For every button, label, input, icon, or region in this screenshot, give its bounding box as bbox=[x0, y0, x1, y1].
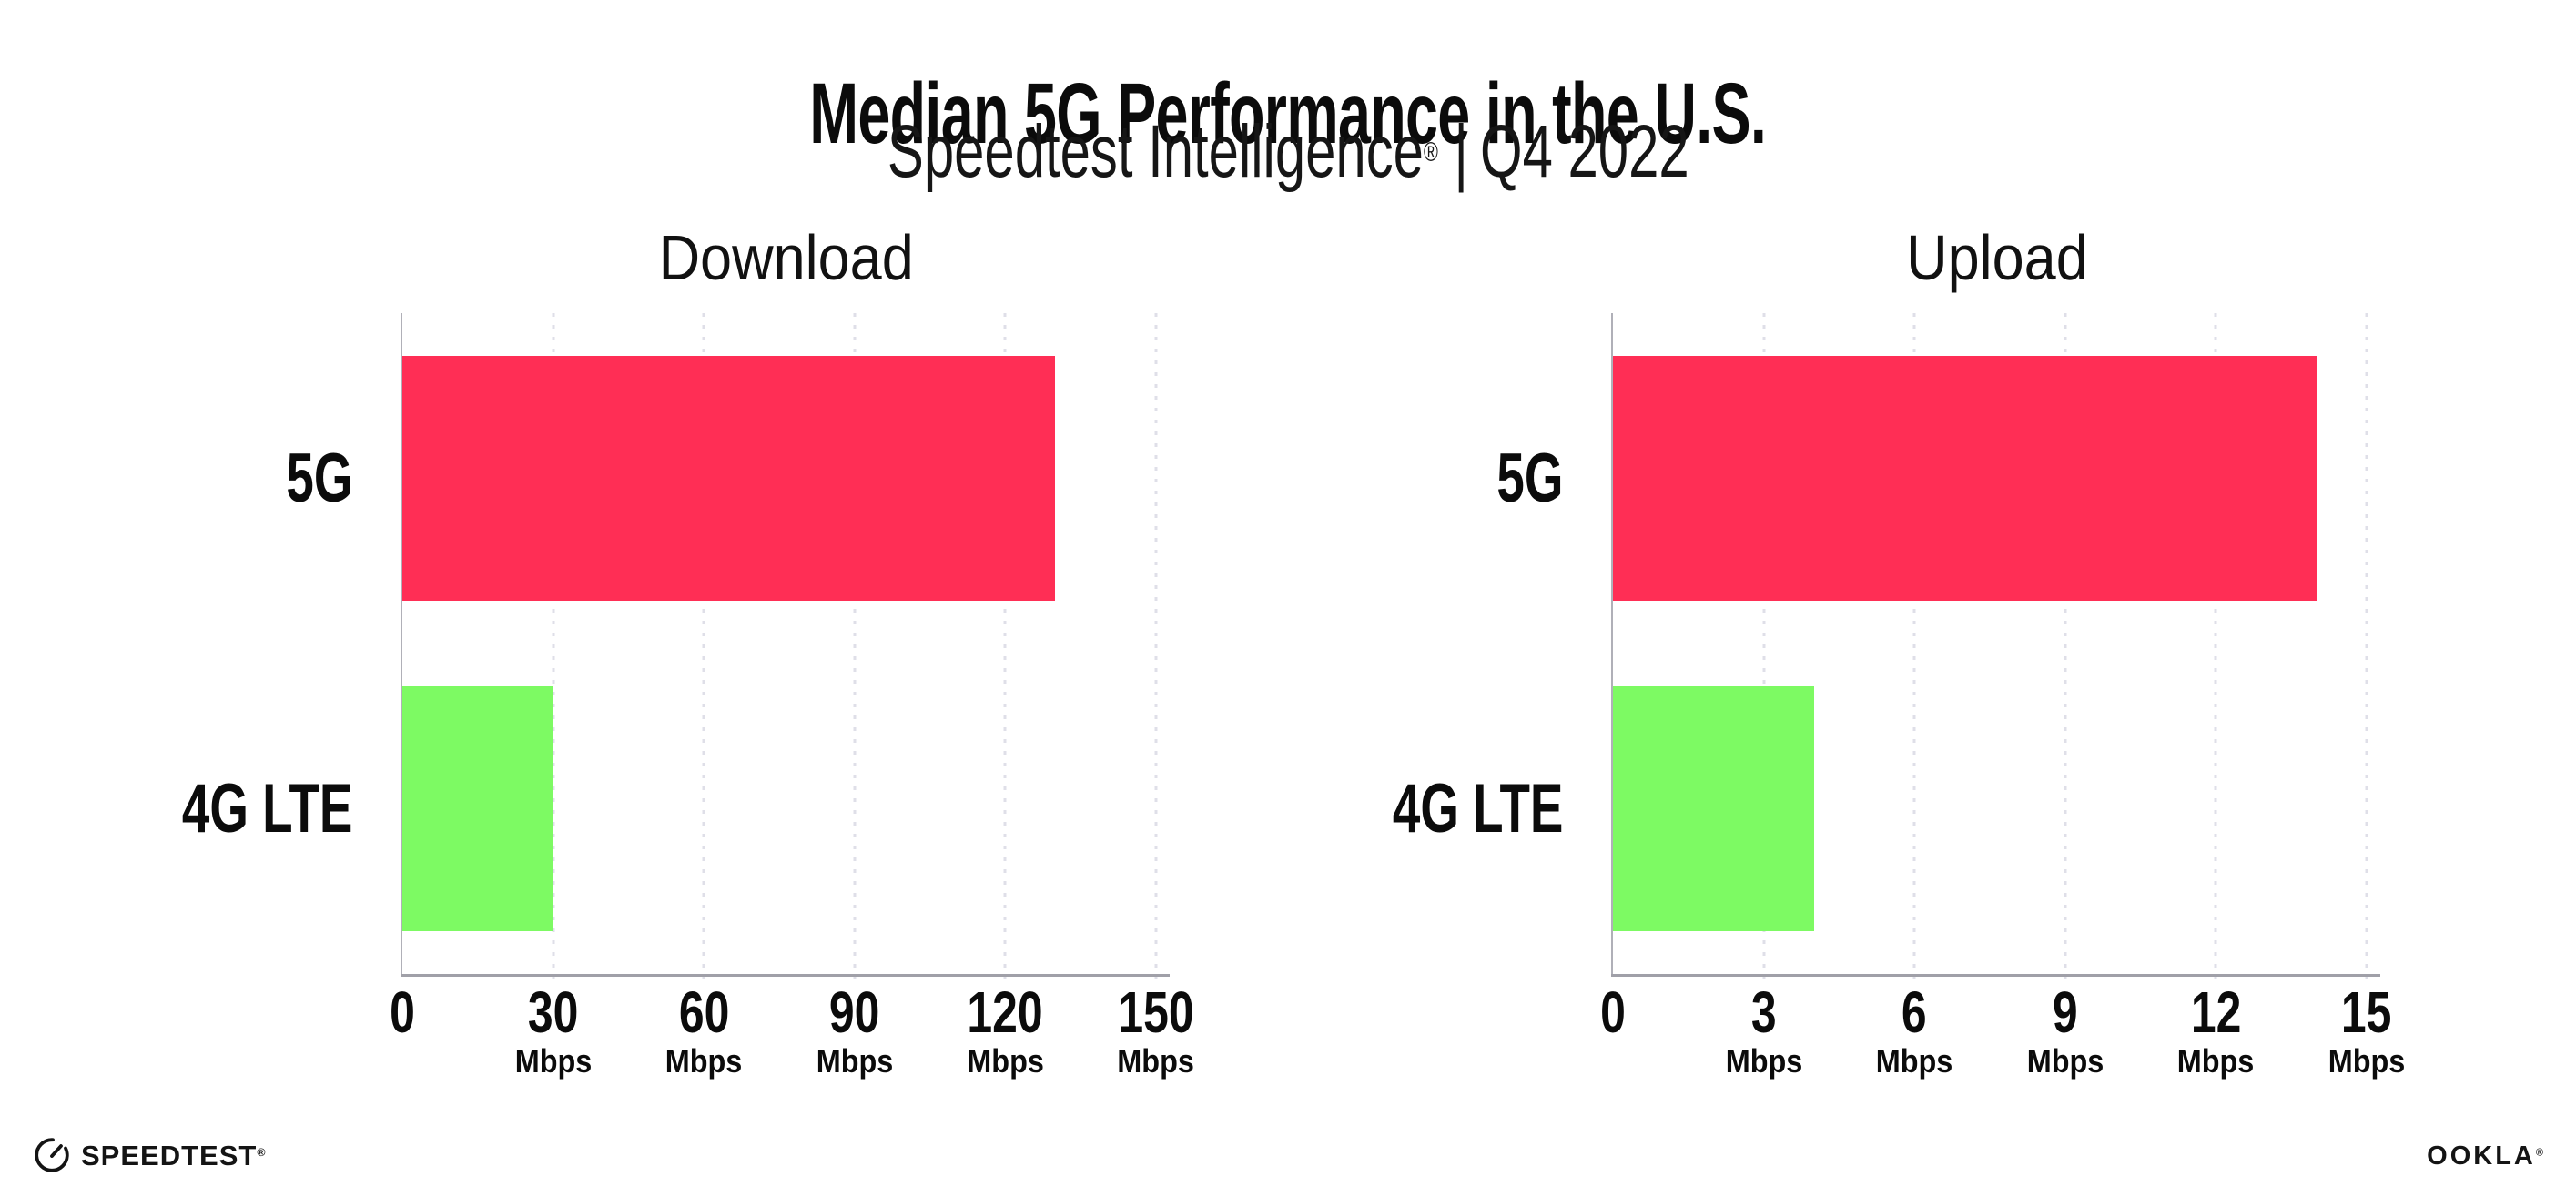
page-title-text: Median 5G Performance in the U.S. bbox=[809, 65, 1768, 162]
bar-4g-lte-upload bbox=[1613, 686, 1814, 931]
gridline-30 bbox=[552, 313, 555, 984]
page-title: Median 5G Performance in the U.S. bbox=[0, 65, 2576, 162]
gridline-9 bbox=[2064, 313, 2067, 984]
x-tick-6: 6 Mbps bbox=[1871, 979, 1957, 1080]
x-tick-15: 15 Mbps bbox=[2324, 979, 2409, 1080]
x-tick-value-6: 6 bbox=[1902, 979, 1928, 1045]
bar-5g-upload bbox=[1613, 356, 2317, 601]
x-tick-90: 90 Mbps bbox=[812, 979, 898, 1080]
x-tick-value-0: 0 bbox=[390, 979, 415, 1045]
x-tick-9: 9 Mbps bbox=[2023, 979, 2108, 1080]
x-tick-unit-120: Mbps bbox=[966, 1041, 1044, 1080]
gridline-15 bbox=[2365, 313, 2368, 984]
ookla-logo: OOKLA® bbox=[2427, 1143, 2546, 1170]
download-y-axis-line bbox=[401, 313, 402, 974]
x-tick-unit-15: Mbps bbox=[2328, 1041, 2406, 1080]
gridline-90 bbox=[853, 313, 857, 984]
gridline-6 bbox=[1912, 313, 1916, 984]
bar-4g-lte-download bbox=[402, 686, 553, 931]
download-x-axis-line bbox=[401, 974, 1170, 977]
x-tick-60: 60 Mbps bbox=[661, 979, 746, 1080]
x-tick-value-120: 120 bbox=[967, 979, 1043, 1045]
x-tick-unit-30: Mbps bbox=[514, 1041, 592, 1080]
gridline-12 bbox=[2214, 313, 2217, 984]
upload-x-axis-line bbox=[1611, 974, 2380, 977]
x-tick-12: 12 Mbps bbox=[2173, 979, 2258, 1080]
row-label-5g-upload: 5G bbox=[1496, 439, 1563, 517]
gridline-60 bbox=[702, 313, 705, 984]
x-tick-unit-6: Mbps bbox=[1875, 1041, 1953, 1080]
speedtest-logo: SPEEDTEST® bbox=[33, 1136, 266, 1174]
speedtest-gauge-icon bbox=[35, 1138, 69, 1172]
download-chart-title: Download bbox=[658, 222, 914, 293]
x-tick-value-30: 30 bbox=[527, 979, 579, 1045]
subtitle-brand: Speedtest Intelligence bbox=[887, 110, 1424, 193]
x-tick-unit-3: Mbps bbox=[1725, 1041, 1802, 1080]
registered-trademark-icon: ® bbox=[1423, 137, 1438, 167]
speedtest-logo-text: SPEEDTEST® bbox=[81, 1139, 267, 1172]
x-tick-unit-9: Mbps bbox=[2026, 1041, 2104, 1080]
upload-chart-title: Upload bbox=[1905, 222, 2088, 293]
ookla-registered-mark: ® bbox=[2535, 1147, 2546, 1159]
ookla-logo-text: OOKLA® bbox=[2427, 1141, 2546, 1171]
gridline-3 bbox=[1762, 313, 1766, 984]
x-tick-unit-90: Mbps bbox=[816, 1041, 894, 1080]
speedtest-registered-mark: ® bbox=[257, 1145, 267, 1159]
x-tick-0: 0 bbox=[386, 979, 419, 1045]
x-tick-30: 30 Mbps bbox=[511, 979, 596, 1080]
x-tick-value-15: 15 bbox=[2341, 979, 2392, 1045]
x-tick-unit-150: Mbps bbox=[1117, 1041, 1195, 1080]
x-tick-value-12: 12 bbox=[2190, 979, 2242, 1045]
row-label-5g-download: 5G bbox=[285, 439, 352, 517]
x-tick-value-9: 9 bbox=[2052, 979, 2078, 1045]
subtitle-separator: | bbox=[1454, 110, 1468, 193]
row-label-4g-lte-upload: 4G LTE bbox=[1392, 769, 1563, 847]
x-tick-value-90: 90 bbox=[828, 979, 880, 1045]
gridline-150 bbox=[1154, 313, 1158, 984]
gridline-120 bbox=[1003, 313, 1007, 984]
page-subtitle: Speedtest Intelligence® | Q4 2022 bbox=[0, 115, 2576, 189]
x-tick-0: 0 bbox=[1597, 979, 1629, 1045]
bar-5g-download bbox=[402, 356, 1056, 601]
x-tick-value-60: 60 bbox=[678, 979, 729, 1045]
x-tick-unit-12: Mbps bbox=[2176, 1041, 2255, 1080]
x-tick-150: 150 Mbps bbox=[1107, 979, 1204, 1080]
upload-y-axis-line bbox=[1611, 313, 1613, 974]
x-tick-value-150: 150 bbox=[1118, 979, 1194, 1045]
x-tick-unit-60: Mbps bbox=[664, 1041, 743, 1080]
row-label-4g-lte-download: 4G LTE bbox=[181, 769, 352, 847]
x-tick-value-0: 0 bbox=[1600, 979, 1626, 1045]
x-tick-120: 120 Mbps bbox=[957, 979, 1054, 1080]
subtitle-period: Q4 2022 bbox=[1479, 110, 1689, 193]
download-plot-area: 0 30 Mbps 60 Mbps 90 Mbps 120 Mbps 150 Mbps 5G 4G LT… bbox=[182, 313, 1194, 1077]
upload-plot-area: 0 3 Mbps 6 Mbps 9 Mbps 12 Mbps 15 Mbps 5G 4G LTE bbox=[1393, 313, 2405, 1077]
x-tick-value-3: 3 bbox=[1750, 979, 1777, 1045]
x-tick-3: 3 Mbps bbox=[1721, 979, 1807, 1080]
